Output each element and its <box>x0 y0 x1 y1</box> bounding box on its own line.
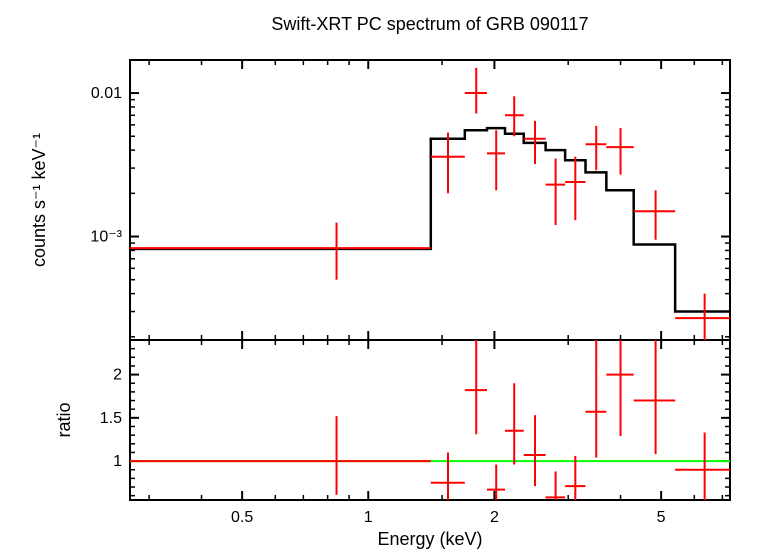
x-tick-label: 0.5 <box>231 509 253 526</box>
y-tick-label: 0.01 <box>91 85 122 102</box>
ratio-y-tick-label: 2 <box>113 367 122 384</box>
spectrum-chart: Swift-XRT PC spectrum of GRB 090117 0.5 1 2… <box>0 0 758 556</box>
y-axis-label-top: counts s⁻¹ keV⁻¹ <box>29 133 49 267</box>
top-panel-content <box>130 68 730 359</box>
ratio-y-tick-label: 1 <box>113 453 122 470</box>
y-axis-label-bottom: ratio <box>54 402 74 437</box>
model-histogram <box>130 128 730 311</box>
ratio-y-tick-label: 1.5 <box>100 410 122 427</box>
x-tick-label: 5 <box>657 509 666 526</box>
y-tick-label: 10⁻³ <box>90 229 122 246</box>
chart-svg: Swift-XRT PC spectrum of GRB 090117 0.5 1 2… <box>0 0 758 556</box>
bottom-panel-frame <box>130 340 730 500</box>
x-tick-label: 2 <box>490 509 499 526</box>
x-axis-label: Energy (keV) <box>377 529 482 549</box>
bottom-panel-content <box>130 311 730 521</box>
chart-title: Swift-XRT PC spectrum of GRB 090117 <box>271 14 588 34</box>
x-tick-label: 1 <box>364 509 373 526</box>
